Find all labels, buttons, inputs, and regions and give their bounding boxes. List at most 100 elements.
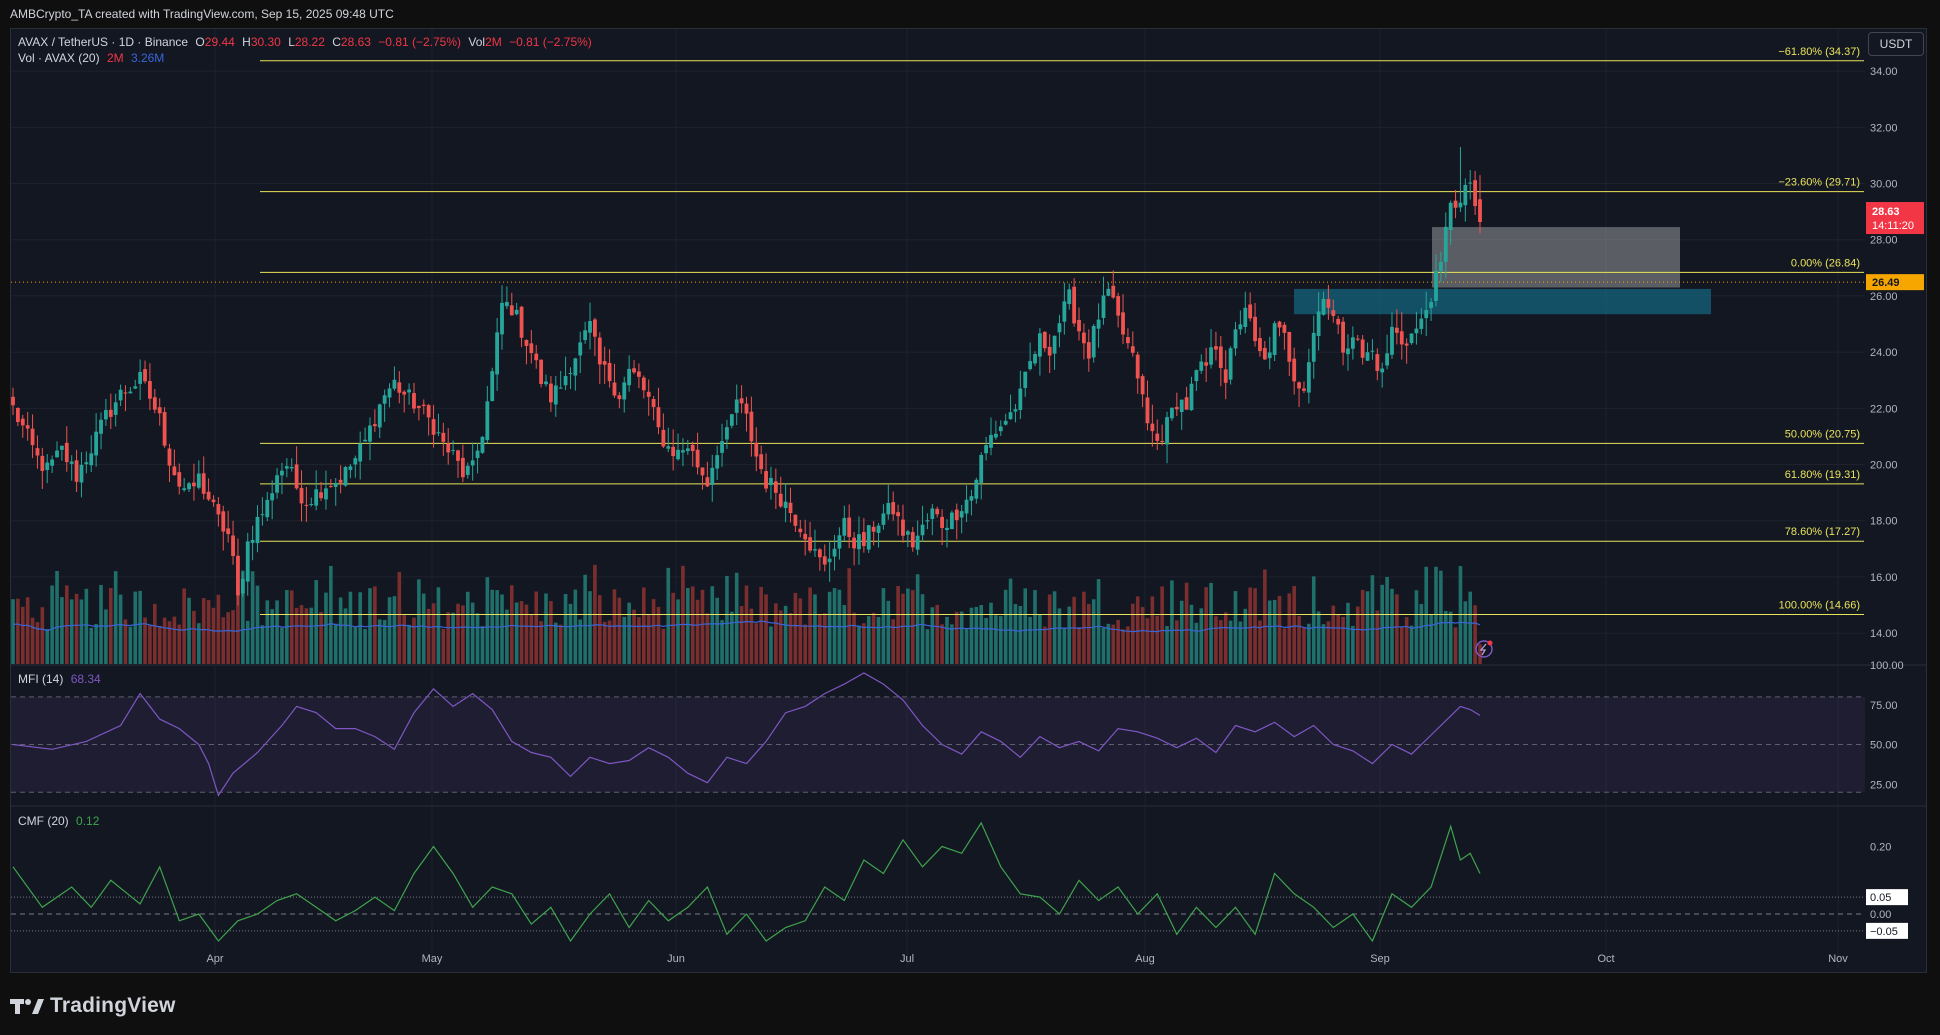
volume-bar	[676, 599, 680, 664]
candle-body	[817, 549, 822, 558]
symbol-title[interactable]: AVAX / TetherUS · 1D · Binance	[18, 35, 189, 49]
candle	[764, 453, 768, 493]
time-axis-label: Jun	[667, 953, 685, 965]
candle-body	[436, 432, 441, 434]
candle-body	[671, 446, 676, 457]
candle	[984, 436, 989, 461]
candle-body	[783, 501, 788, 508]
mfi-axis-label: 100.00	[1870, 660, 1904, 672]
candle-body	[759, 454, 764, 470]
candle	[348, 463, 353, 479]
candle	[822, 544, 827, 572]
volume-bar	[299, 605, 304, 664]
volume-bar	[338, 597, 343, 664]
candle	[1189, 376, 1194, 411]
candle-body	[1414, 328, 1419, 334]
candle	[74, 449, 79, 493]
volume-bar	[143, 617, 147, 664]
candle-body	[1003, 420, 1008, 425]
candle	[45, 453, 50, 484]
candle	[152, 389, 157, 414]
candle-body	[25, 425, 30, 429]
price-axis-label: 34.00	[1870, 66, 1898, 78]
candle-body	[299, 487, 304, 504]
candle-body	[871, 526, 876, 532]
candle	[1409, 333, 1414, 345]
candle-body	[1429, 302, 1433, 308]
price-axis-label: 30.00	[1870, 179, 1898, 191]
candle-body	[275, 475, 279, 493]
candle	[524, 339, 529, 365]
alert-dot	[1487, 640, 1493, 646]
candle	[172, 449, 177, 476]
volume-bar	[387, 597, 392, 664]
alert-lightning-icon[interactable]	[1475, 640, 1493, 658]
vol-ma-label[interactable]: Vol · AVAX (20)	[18, 51, 100, 65]
candle-body	[1033, 354, 1037, 364]
candle-body	[959, 511, 964, 518]
volume-bar	[50, 585, 54, 664]
chart-frame[interactable]	[10, 28, 1927, 973]
candle-body	[969, 496, 974, 501]
supply-zone-grey[interactable]	[1432, 227, 1680, 288]
volume-bar	[1091, 599, 1096, 664]
candle	[1130, 331, 1135, 357]
volume-bar	[289, 590, 294, 664]
volume-bar	[1189, 604, 1194, 664]
candle	[866, 524, 871, 554]
support-zone-teal[interactable]	[1294, 288, 1711, 315]
volume-bar	[236, 592, 240, 664]
volume-bar	[1453, 627, 1458, 664]
candle	[333, 478, 338, 506]
candle	[666, 427, 671, 453]
volume-bar	[1297, 615, 1301, 664]
candle-body	[1297, 382, 1301, 389]
candle-body	[1052, 335, 1057, 354]
candle-body	[60, 445, 64, 450]
candle-body	[749, 411, 754, 442]
marker-price-value: 26.49	[1872, 277, 1900, 289]
cmf-label[interactable]: CMF (20)	[18, 814, 69, 828]
price-axis-label: 26.00	[1870, 291, 1898, 303]
vol-change: −0.81 (−2.75%)	[509, 35, 592, 49]
volume-bar	[583, 574, 587, 664]
candle	[979, 452, 984, 500]
candle	[593, 317, 597, 357]
volume-bar	[206, 600, 211, 664]
volume-bar	[1008, 578, 1013, 664]
mfi-label[interactable]: MFI (14)	[18, 672, 64, 686]
candle	[808, 521, 812, 553]
candle	[35, 435, 40, 469]
candle	[1297, 381, 1301, 408]
candle	[1468, 170, 1473, 200]
candle	[319, 481, 323, 501]
candle	[1170, 407, 1174, 421]
volume-bar	[1263, 569, 1267, 664]
volume-bar	[25, 597, 30, 664]
volume-bar	[1419, 603, 1424, 664]
candle	[974, 477, 979, 504]
volume-bar	[500, 594, 504, 664]
volume-bar	[876, 616, 881, 664]
candle-body	[1346, 348, 1350, 355]
candle-body	[1468, 182, 1473, 184]
candle-body	[793, 514, 798, 526]
volume-bar	[989, 602, 993, 664]
volume-bar	[255, 585, 260, 664]
candle	[495, 318, 500, 391]
tradingview-logo[interactable]: TradingView	[10, 994, 176, 1018]
candle-body	[641, 377, 646, 391]
candle	[353, 455, 358, 478]
volume-bar	[280, 627, 284, 664]
currency-button[interactable]: USDT	[1868, 32, 1924, 56]
volume-bar	[940, 624, 944, 664]
candle	[113, 393, 118, 427]
volume-bar	[705, 613, 710, 664]
candle-body	[519, 306, 524, 338]
candle	[79, 452, 84, 498]
price-axis-label: 14.00	[1870, 628, 1898, 640]
volume-bar	[1131, 603, 1135, 664]
candle-body	[1047, 346, 1052, 356]
candle	[1209, 328, 1213, 369]
